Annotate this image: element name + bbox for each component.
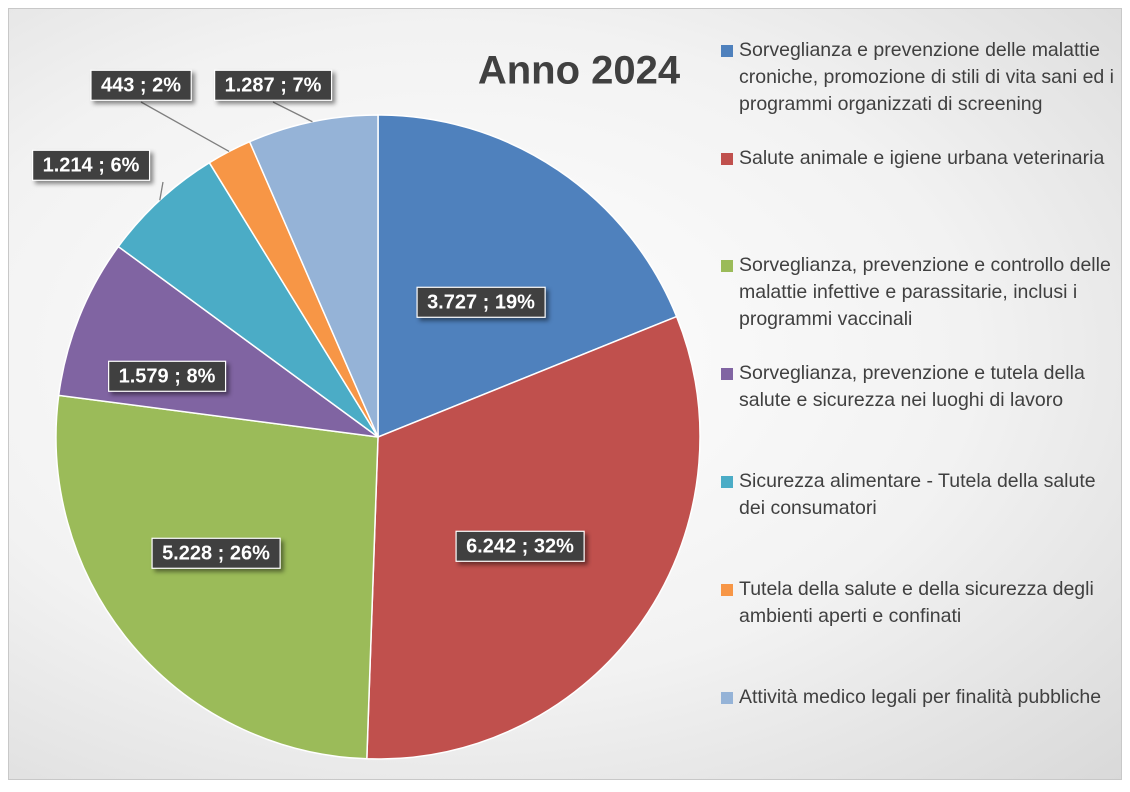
pie-slice bbox=[117, 161, 379, 438]
legend-label: Tutela della salute e della sicurezza de… bbox=[739, 578, 1094, 627]
legend-label: Attività medico legali per finalità pubb… bbox=[739, 686, 1102, 708]
legend-label: Sorveglianza e prevenzione delle malatti… bbox=[739, 39, 1115, 115]
value-label: 1.214 ; 6% bbox=[43, 154, 140, 176]
value-label-box bbox=[108, 360, 227, 392]
value-label-box bbox=[214, 69, 333, 101]
leader-line bbox=[140, 101, 230, 153]
legend-swatch bbox=[721, 368, 733, 380]
legend-swatch bbox=[721, 153, 733, 165]
legend-item: Attività medico legali per finalità pubb… bbox=[721, 684, 1119, 711]
legend-item: Salute animale e igiene urbana veterinar… bbox=[721, 145, 1119, 172]
value-label-box bbox=[90, 69, 192, 101]
legend-label: Salute animale e igiene urbana veterinar… bbox=[739, 147, 1105, 169]
value-label: 1.287 ; 7% bbox=[225, 74, 322, 96]
pie-area: Anno 2024 3.727 ; 19% 6.242 ; 32% 5.228 ; … bbox=[32, 49, 701, 760]
legend-swatch bbox=[721, 476, 733, 488]
chart-title: Anno 2024 bbox=[478, 49, 681, 93]
value-label: 443 ; 2% bbox=[101, 74, 181, 96]
legend-swatch bbox=[721, 692, 733, 704]
value-label-box bbox=[32, 149, 151, 181]
value-label: 6.242 ; 32% bbox=[466, 535, 574, 557]
leader-line bbox=[272, 101, 313, 123]
value-label: 1.579 ; 8% bbox=[119, 365, 216, 387]
legend-label: Sicurezza alimentare - Tutela della salu… bbox=[739, 470, 1096, 519]
legend-swatch bbox=[721, 260, 733, 272]
legend-item: Sicurezza alimentare - Tutela della salu… bbox=[721, 468, 1119, 522]
legend-item: Sorveglianza, prevenzione e controllo de… bbox=[721, 252, 1119, 333]
legend-swatch bbox=[721, 45, 733, 57]
pie-slice bbox=[377, 114, 678, 439]
legend-item: Tutela della salute e della sicurezza de… bbox=[721, 576, 1119, 630]
pie-slice bbox=[248, 114, 379, 438]
value-label-box bbox=[455, 530, 585, 562]
legend-swatch bbox=[721, 584, 733, 596]
legend-label: Sorveglianza, prevenzione e tutela della… bbox=[739, 362, 1085, 411]
legend-item: Sorveglianza e prevenzione delle malatti… bbox=[721, 37, 1119, 118]
value-label-box bbox=[416, 286, 546, 318]
chart: Anno 2024 3.727 ; 19% 6.242 ; 32% 5.228 ; … bbox=[8, 8, 1122, 780]
legend-label: Sorveglianza, prevenzione e controllo de… bbox=[739, 254, 1111, 330]
pie-slice bbox=[55, 394, 379, 760]
leader-line bbox=[159, 181, 164, 201]
value-label: 3.727 ; 19% bbox=[427, 291, 535, 313]
value-label-box bbox=[151, 537, 281, 569]
value-label: 5.228 ; 26% bbox=[162, 542, 270, 564]
legend-item: Sorveglianza, prevenzione e tutela della… bbox=[721, 360, 1119, 414]
